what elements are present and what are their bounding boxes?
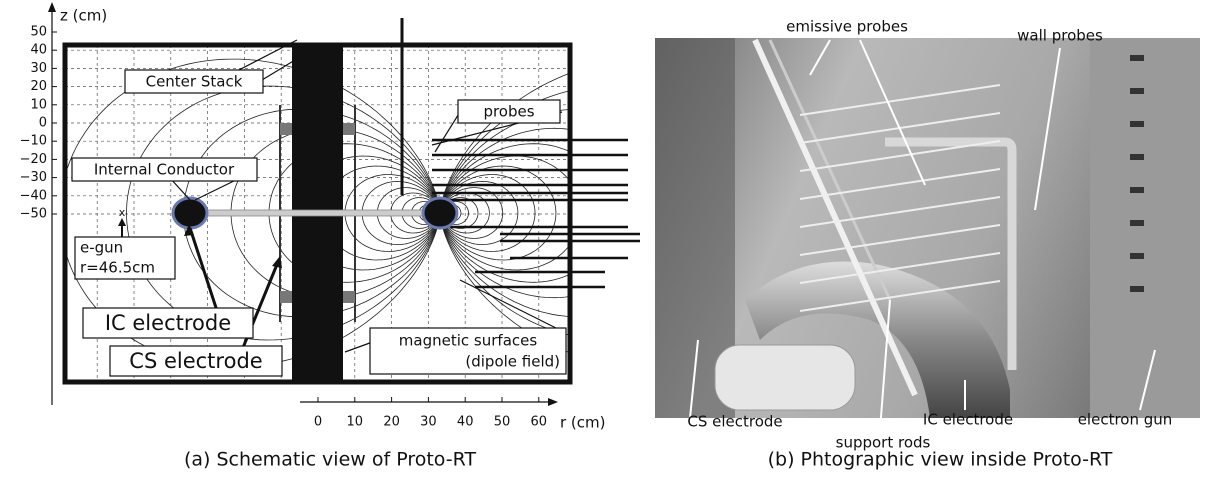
z-tick-label: −10 [20,134,47,149]
wall-probe [1130,154,1144,160]
field-line [439,143,570,283]
insulator [280,123,292,135]
z-tick-label: 30 [30,61,47,76]
field-line [439,109,570,318]
label-box [71,157,258,182]
ic-electrode-label: IC electrode [105,311,231,335]
pipe-end [714,344,856,411]
field-line [126,85,441,341]
field-line [439,127,570,299]
support-rod [204,209,436,217]
egun-label: e-gun [80,239,123,257]
caption-b: (b) Phtographic view inside Proto-RT [768,449,1113,471]
field-line [439,174,536,252]
z-arrow [48,2,56,12]
electron-gun-label: electron gun [1078,411,1173,429]
cs-arrow [238,261,280,356]
r-tick-label: 10 [347,415,364,430]
field-line [65,58,441,368]
cs-arrowhead [272,256,282,268]
wall-probe [1130,55,1144,61]
probes-label: probes [483,103,534,121]
schematic: z (cm) r (cm) [20,2,640,471]
dipole-label: (dipole field) [465,353,560,371]
field-line [439,187,504,239]
internal-conductor [421,196,459,230]
probe-rod [799,84,1001,116]
photo-probes [799,55,1144,312]
center-stack-label: Center Stack [146,73,243,91]
insulator [343,291,355,303]
magnetic-surfaces-label: magnetic surfaces [399,332,538,350]
insulator [343,123,355,135]
r-tick-label: 60 [531,415,548,430]
cs-electrode-photo-label: CS electrode [687,413,782,431]
ic-electrode-pipe [745,261,1010,418]
z-tick-label: 40 [30,43,47,58]
egun-marker: x [119,206,126,219]
ic-arrow [188,227,222,321]
ic-electrode-photo-label: IC electrode [923,411,1013,429]
wall-probe [1130,121,1144,127]
photo-wall [1090,38,1200,418]
wall-probe [1130,187,1144,193]
egun-arrowhead [118,218,126,226]
support-rod [752,38,918,397]
egun-r-label: r=46.5cm [80,259,155,277]
z-tick-label: −30 [20,170,47,185]
emissive-probes-label: emissive probes [786,18,908,36]
label-box [457,99,561,124]
internal-conductor [171,196,209,230]
probe-rod [799,252,1001,284]
z-tick-label: −40 [20,188,47,203]
probe-rod [799,140,1001,172]
probe-rod [799,196,1001,228]
z-tick-label: 0 [39,116,47,131]
photo-panel: emissive probes wall probes CS electrode… [655,18,1200,471]
wall-probe [1130,286,1144,292]
wall-probe [1130,220,1144,226]
r-tick-label: 50 [494,415,511,430]
internal-conductor-label: Internal Conductor [94,161,235,179]
r-arrow [548,398,558,406]
wall-probes-label: wall probes [1017,27,1103,45]
r-axis-label: r (cm) [560,414,606,432]
field-line [439,155,570,271]
label-box [109,345,283,377]
support-rods-label: support rods [836,434,931,452]
label-box [369,327,567,375]
z-tick-label: −20 [20,152,47,167]
field-line [439,180,519,246]
wall-probe [1130,253,1144,259]
z-tick-label: 10 [30,97,47,112]
z-tick-label: 50 [30,25,47,40]
r-tick-label: 20 [383,415,400,430]
wall-probe [1130,88,1144,94]
r-tick-label: 0 [314,415,322,430]
support-rod [768,39,892,301]
photo-arrows [689,39,1156,431]
z-tick-label: 20 [30,79,47,94]
label-box [74,236,176,280]
z-ticks: 50 40 30 20 10 0 −10 −20 −30 −40 −50 [20,25,57,222]
insulator [280,291,292,303]
r-tick-label: 30 [420,415,437,430]
r-tick-label: 40 [457,415,474,430]
r-ticks: 0 10 20 30 40 50 60 [314,397,547,430]
caption-a: (a) Schematic view of Proto-RT [184,449,477,471]
label-box [124,69,264,94]
z-axis-label: z (cm) [60,7,107,25]
cs-electrode-label: CS electrode [129,349,262,373]
label-box [82,307,254,339]
wall-frame [885,137,1017,370]
probe-rod [799,168,1001,200]
probe-rod [799,280,1001,312]
probes [432,138,640,289]
probe-rod [799,224,1001,256]
ic-arrowhead [184,224,194,236]
z-tick-label: −50 [20,207,47,222]
